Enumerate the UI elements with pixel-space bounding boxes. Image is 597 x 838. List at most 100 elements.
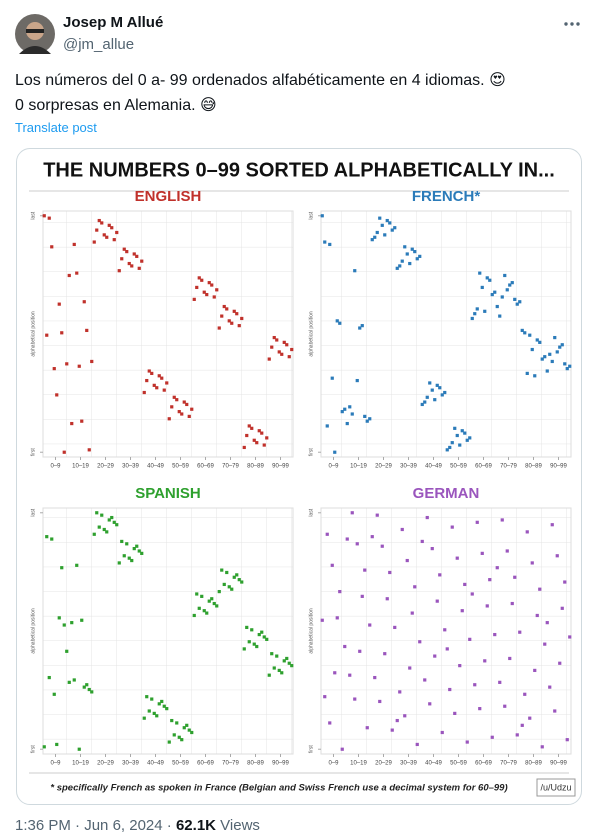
point xyxy=(513,297,517,301)
point xyxy=(135,254,139,258)
point xyxy=(180,412,184,416)
more-button[interactable] xyxy=(562,20,582,28)
point xyxy=(338,321,342,325)
point xyxy=(260,431,264,435)
point xyxy=(167,417,171,421)
separator: · xyxy=(166,817,172,834)
x-tick-label: 10–19 xyxy=(350,761,367,767)
point xyxy=(155,386,159,390)
point xyxy=(433,398,437,402)
point xyxy=(450,441,454,445)
x-tick-label: 60–69 xyxy=(197,464,214,470)
point xyxy=(162,704,166,708)
point xyxy=(275,338,279,342)
point xyxy=(355,378,359,383)
author-name[interactable]: Josep M Allué xyxy=(63,14,164,31)
x-tick-label: 10–19 xyxy=(350,464,367,470)
point xyxy=(515,733,519,737)
point xyxy=(237,578,241,582)
point xyxy=(568,635,572,639)
point xyxy=(82,685,86,689)
point xyxy=(343,644,347,649)
point xyxy=(560,343,564,347)
point xyxy=(488,278,492,282)
point xyxy=(125,542,129,546)
point xyxy=(252,438,256,442)
point xyxy=(480,551,484,555)
point xyxy=(82,300,86,304)
point xyxy=(42,745,46,749)
point xyxy=(187,414,191,418)
point xyxy=(162,388,166,392)
point xyxy=(250,426,254,430)
y-tick-label: first xyxy=(308,448,314,457)
point xyxy=(272,666,276,670)
point xyxy=(52,692,56,696)
point xyxy=(458,443,462,447)
point xyxy=(445,448,449,452)
point xyxy=(185,723,189,727)
credit-box xyxy=(536,778,576,797)
point xyxy=(187,728,191,732)
point xyxy=(560,606,564,610)
point xyxy=(242,445,246,450)
point xyxy=(505,549,509,553)
point xyxy=(285,656,289,661)
point xyxy=(280,671,284,675)
point xyxy=(540,745,544,749)
point xyxy=(368,417,372,421)
x-tick-label: 90–99 xyxy=(272,761,289,767)
point xyxy=(565,367,569,371)
point xyxy=(450,525,454,529)
author-handle[interactable]: @jm_allue xyxy=(63,36,135,53)
point xyxy=(120,257,124,261)
chart-title: FRENCH* xyxy=(412,188,480,205)
y-axis-label: alphabetical position xyxy=(30,311,36,357)
point xyxy=(225,570,229,575)
point xyxy=(195,285,199,290)
date: Jun 6, 2024 xyxy=(84,817,163,834)
point xyxy=(535,338,539,342)
avatar[interactable] xyxy=(15,14,55,54)
point xyxy=(473,683,477,687)
point xyxy=(170,718,174,723)
point xyxy=(380,544,384,548)
point xyxy=(398,264,402,268)
point xyxy=(110,226,114,230)
point xyxy=(240,580,244,584)
point xyxy=(110,515,114,520)
point xyxy=(455,433,459,438)
point xyxy=(247,640,251,644)
point xyxy=(290,664,294,668)
image-title: THE NUMBERS 0–99 SORTED ALPHABETICALLY I… xyxy=(43,159,555,181)
point xyxy=(485,276,489,280)
translate-link[interactable]: Translate post xyxy=(15,120,97,135)
tweet-image[interactable]: THE NUMBERS 0–99 SORTED ALPHABETICALLY I… xyxy=(16,148,582,805)
point xyxy=(147,709,151,713)
point xyxy=(160,376,164,380)
point xyxy=(112,520,116,524)
point xyxy=(465,438,469,442)
time: 1:36 PM xyxy=(15,817,71,834)
point xyxy=(385,218,389,223)
point xyxy=(330,376,334,380)
point xyxy=(197,276,201,280)
point xyxy=(393,625,397,630)
point xyxy=(428,381,432,385)
point xyxy=(282,659,286,663)
point xyxy=(165,381,169,385)
point xyxy=(145,695,149,699)
point xyxy=(470,316,474,321)
point xyxy=(553,709,557,713)
point xyxy=(220,314,224,318)
point xyxy=(538,340,542,344)
point xyxy=(222,582,226,587)
point xyxy=(460,429,464,433)
x-tick-label: 30–39 xyxy=(400,761,417,767)
point xyxy=(67,273,71,278)
point xyxy=(440,730,444,735)
y-axis-label: alphabetical position xyxy=(308,311,314,357)
point xyxy=(320,214,324,218)
point xyxy=(107,223,111,227)
point xyxy=(533,668,537,673)
